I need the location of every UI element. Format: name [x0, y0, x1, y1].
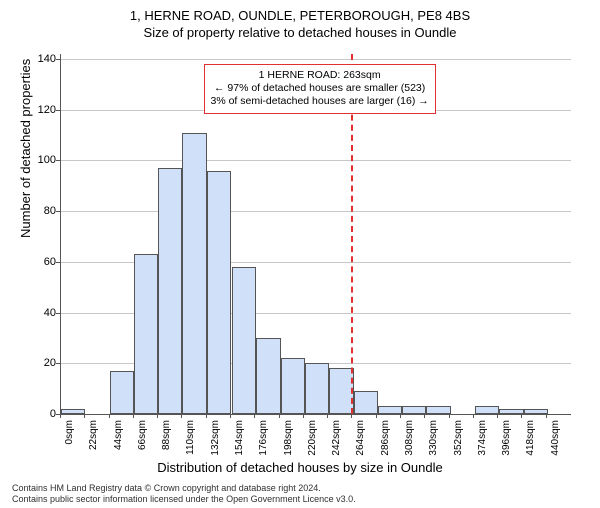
y-tick-mark: [56, 160, 60, 161]
footer-line-1: Contains HM Land Registry data © Crown c…: [12, 483, 356, 493]
y-tick-label: 20: [36, 357, 56, 369]
y-tick-label: 60: [36, 256, 56, 268]
histogram-bar: [475, 406, 499, 414]
x-tick-label: 0sqm: [64, 420, 75, 444]
x-tick-mark: [327, 414, 328, 418]
y-tick-label: 140: [36, 53, 56, 65]
histogram-bar: [329, 368, 353, 414]
x-tick-mark: [84, 414, 85, 418]
histogram-bar: [232, 267, 256, 414]
histogram-bar: [499, 409, 523, 414]
chart-container: 1, HERNE ROAD, OUNDLE, PETERBOROUGH, PE8…: [0, 8, 600, 508]
x-tick-mark: [230, 414, 231, 418]
chart-title-main: 1, HERNE ROAD, OUNDLE, PETERBOROUGH, PE8…: [0, 8, 600, 23]
histogram-bar: [134, 254, 158, 414]
x-tick-mark: [376, 414, 377, 418]
histogram-bar: [256, 338, 280, 414]
x-tick-mark: [546, 414, 547, 418]
x-tick-label: 396sqm: [501, 420, 512, 456]
x-tick-label: 220sqm: [307, 420, 318, 456]
y-tick-mark: [56, 313, 60, 314]
y-tick-label: 40: [36, 307, 56, 319]
x-tick-mark: [473, 414, 474, 418]
annotation-line: ← 97% of detached houses are smaller (52…: [211, 82, 429, 95]
x-tick-label: 198sqm: [283, 420, 294, 456]
x-tick-mark: [109, 414, 110, 418]
x-tick-label: 132sqm: [210, 420, 221, 456]
y-tick-mark: [56, 363, 60, 364]
x-tick-label: 330sqm: [428, 420, 439, 456]
histogram-bar: [61, 409, 85, 414]
x-tick-label: 110sqm: [185, 420, 196, 455]
x-tick-mark: [181, 414, 182, 418]
x-axis-label: Distribution of detached houses by size …: [0, 460, 600, 475]
gridline-h: [61, 211, 571, 212]
y-tick-mark: [56, 211, 60, 212]
x-tick-label: 22sqm: [88, 420, 99, 450]
footer-line-2: Contains public sector information licen…: [12, 494, 356, 504]
histogram-bar: [378, 406, 402, 414]
y-tick-label: 0: [36, 408, 56, 420]
histogram-bar: [207, 171, 231, 414]
footer-text: Contains HM Land Registry data © Crown c…: [12, 483, 356, 504]
histogram-bar: [182, 133, 206, 414]
x-tick-mark: [60, 414, 61, 418]
annotation-box: 1 HERNE ROAD: 263sqm← 97% of detached ho…: [204, 64, 436, 113]
x-tick-label: 176sqm: [258, 420, 269, 456]
x-tick-label: 154sqm: [234, 420, 245, 456]
x-tick-label: 440sqm: [550, 420, 561, 456]
x-tick-label: 264sqm: [355, 420, 366, 456]
gridline-h: [61, 59, 571, 60]
y-tick-label: 80: [36, 205, 56, 217]
annotation-line: 1 HERNE ROAD: 263sqm: [211, 69, 429, 82]
histogram-bar: [426, 406, 450, 414]
histogram-bar: [524, 409, 548, 414]
x-tick-label: 66sqm: [137, 420, 148, 450]
x-tick-label: 286sqm: [380, 420, 391, 456]
x-tick-label: 418sqm: [525, 420, 536, 456]
x-tick-mark: [157, 414, 158, 418]
x-tick-mark: [254, 414, 255, 418]
y-tick-mark: [56, 110, 60, 111]
y-tick-label: 100: [36, 154, 56, 166]
histogram-bar: [281, 358, 305, 414]
x-tick-mark: [351, 414, 352, 418]
chart-title-sub: Size of property relative to detached ho…: [0, 25, 600, 40]
x-tick-mark: [400, 414, 401, 418]
x-tick-label: 352sqm: [453, 420, 464, 456]
y-tick-mark: [56, 59, 60, 60]
x-tick-mark: [449, 414, 450, 418]
x-tick-mark: [133, 414, 134, 418]
x-tick-mark: [206, 414, 207, 418]
gridline-h: [61, 160, 571, 161]
x-tick-mark: [303, 414, 304, 418]
x-tick-label: 374sqm: [477, 420, 488, 456]
histogram-bar: [110, 371, 134, 414]
x-tick-mark: [497, 414, 498, 418]
annotation-line: 3% of semi-detached houses are larger (1…: [211, 95, 429, 108]
histogram-bar: [305, 363, 329, 414]
x-tick-label: 308sqm: [404, 420, 415, 456]
x-tick-mark: [279, 414, 280, 418]
y-axis-label: Number of detached properties: [18, 59, 33, 238]
x-tick-label: 242sqm: [331, 420, 342, 456]
histogram-bar: [158, 168, 182, 414]
x-tick-label: 44sqm: [113, 420, 124, 450]
histogram-bar: [354, 391, 378, 414]
y-tick-label: 120: [36, 104, 56, 116]
x-tick-mark: [424, 414, 425, 418]
histogram-bar: [402, 406, 426, 414]
y-tick-mark: [56, 262, 60, 263]
x-tick-label: 88sqm: [161, 420, 172, 450]
x-tick-mark: [521, 414, 522, 418]
